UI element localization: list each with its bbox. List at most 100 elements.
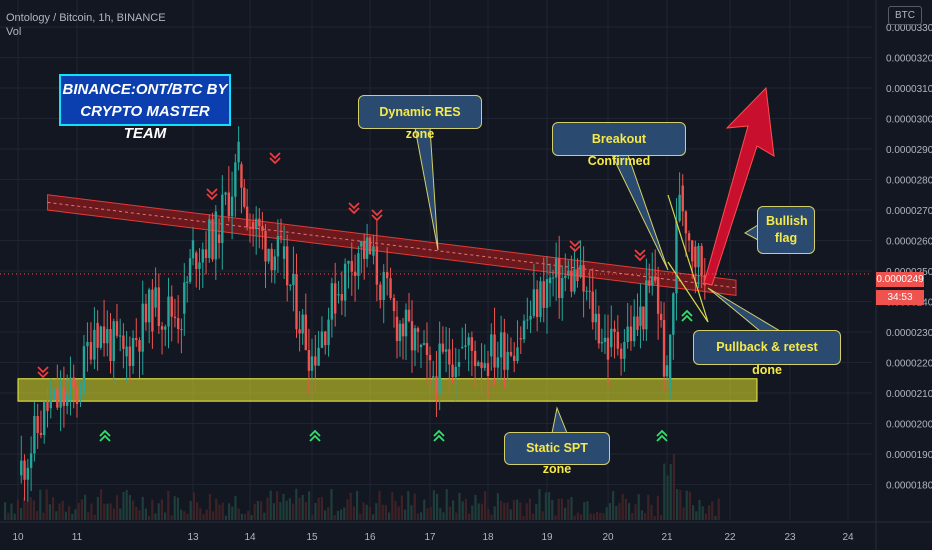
volume-bar [144, 508, 147, 520]
red-chevron-marker [206, 188, 218, 201]
volume-bar [330, 489, 333, 520]
volume-bar [45, 489, 48, 520]
candle-body [554, 258, 558, 278]
volume-bar [663, 463, 666, 520]
price-tick-label: 0.0000200 [886, 420, 932, 431]
currency-button[interactable]: BTC [888, 6, 922, 25]
candle-body [191, 240, 195, 259]
volume-bar [29, 497, 32, 520]
volume-bar [660, 515, 663, 520]
candle-body [375, 246, 379, 285]
volume-bar [356, 490, 359, 520]
candle-body [529, 315, 532, 320]
candle-body [282, 246, 286, 259]
candle-body [410, 321, 414, 351]
volume-bar [58, 503, 61, 520]
candle-body [419, 344, 423, 348]
volume-bar [266, 497, 269, 520]
candle-body [52, 388, 56, 400]
volume-bar [333, 515, 336, 520]
candle-body [365, 237, 369, 259]
volume-bar [461, 501, 464, 520]
candle-body [154, 287, 157, 308]
candle-body [548, 277, 552, 284]
volume-bar [416, 513, 419, 520]
volume-bar [503, 503, 506, 520]
banner-line-1: BINANCE:ONT/BTC BY [62, 81, 228, 98]
volume-bar [228, 503, 231, 520]
candle-body [59, 387, 62, 408]
volume-bar [74, 509, 77, 520]
volume-bar [55, 511, 58, 520]
volume-bar [48, 504, 51, 520]
time-tick-label: 13 [187, 532, 199, 543]
volume-bar [68, 506, 71, 520]
volume-bar [13, 513, 16, 520]
candle-body [539, 281, 542, 318]
volume-bar [410, 505, 413, 520]
volume-bar [637, 494, 640, 520]
callout-bullish-flag: Bullish flag [757, 206, 815, 254]
candle-body [89, 342, 93, 360]
candle-body [435, 376, 438, 394]
candle-body [398, 323, 402, 342]
volume-bar [125, 490, 128, 520]
candle-body [585, 290, 588, 292]
volume-bar [151, 499, 154, 520]
volume-bar [621, 494, 624, 520]
volume-bar [218, 504, 221, 520]
pointer-breakout [611, 154, 669, 271]
candle-body [441, 343, 445, 352]
price-tick-label: 0.0000280 [886, 176, 932, 187]
candle-body [656, 277, 660, 314]
time-tick-label: 14 [244, 532, 256, 543]
candle-body [307, 350, 311, 371]
candle-body [279, 236, 283, 238]
volume-bar [308, 491, 311, 520]
candle-body [147, 289, 151, 323]
volume-bar [4, 502, 7, 520]
volume-bar [237, 508, 240, 520]
candle-body [480, 362, 483, 369]
red-chevron-marker [348, 202, 360, 215]
volume-bar [288, 498, 291, 520]
red-chevron-marker [371, 209, 383, 222]
volume-bar [106, 503, 109, 520]
volume-bar [477, 503, 480, 520]
pointer-dynamic-res [414, 127, 439, 251]
volume-bar [250, 515, 253, 520]
candle-body [503, 332, 506, 370]
green-chevron-marker [681, 309, 693, 322]
volume-bar [493, 506, 496, 520]
candle-body [700, 246, 703, 276]
volume-bar [260, 501, 263, 520]
candle-body [401, 323, 405, 337]
volume-bar [480, 503, 483, 520]
volume-bar [109, 503, 112, 520]
volume-bar [256, 500, 259, 520]
candle-body [286, 246, 289, 286]
candle-body [327, 319, 330, 346]
red-chevron-marker [269, 152, 281, 165]
candle-body [551, 277, 555, 279]
title-banner: BINANCE:ONT/BTC BY CRYPTO MASTER TEAM [59, 74, 231, 142]
candle-body [62, 387, 66, 406]
green-chevron-marker [309, 429, 321, 442]
candle-body [261, 226, 264, 231]
volume-bar [717, 498, 720, 520]
callout-dynamic-res: Dynamic RES zone [358, 95, 482, 141]
callout-breakout: Breakout Confirmed [552, 122, 686, 168]
candle-body [372, 246, 375, 256]
volume-bar [516, 499, 519, 520]
candle-body [526, 319, 529, 321]
candle-body [392, 297, 396, 312]
volume-bar [647, 494, 650, 520]
volume-bar [292, 503, 295, 520]
volume-bar [573, 515, 576, 520]
candle-body [432, 376, 435, 378]
candle-body [36, 415, 39, 433]
candle-body [109, 329, 112, 361]
candle-body [636, 316, 639, 330]
candle-body [470, 337, 474, 351]
volume-bar [688, 491, 691, 520]
